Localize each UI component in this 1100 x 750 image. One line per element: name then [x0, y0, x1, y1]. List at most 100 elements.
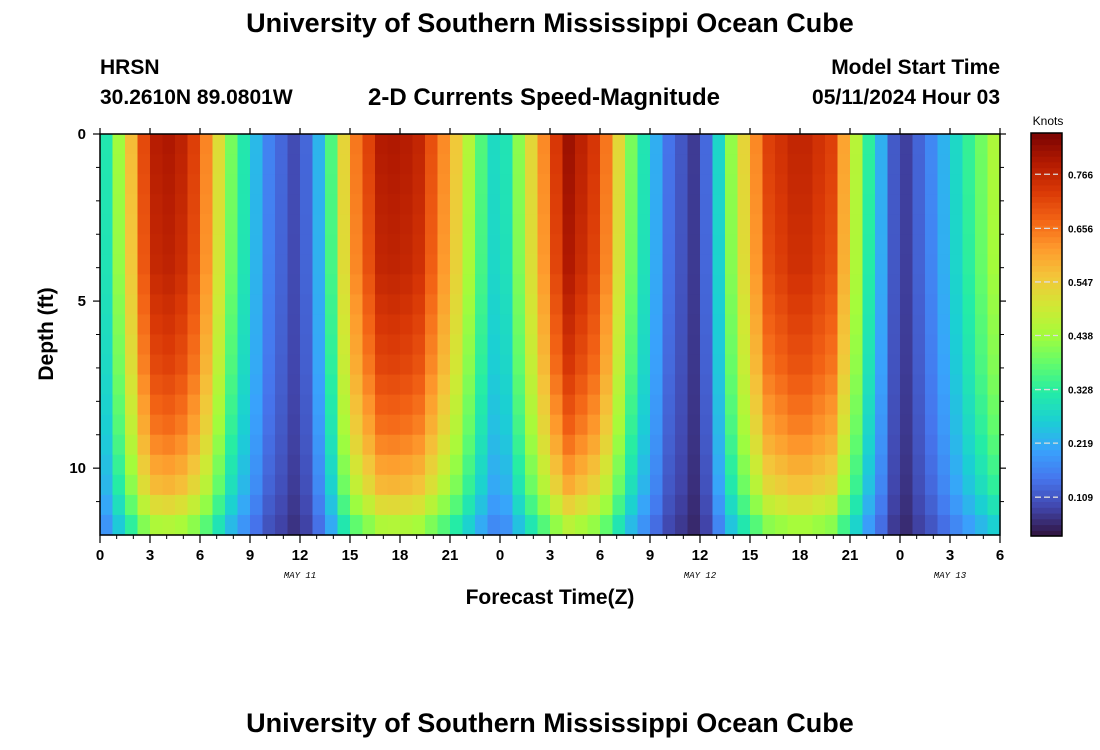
heatmap-cell — [400, 474, 414, 496]
heatmap-cell — [937, 434, 951, 456]
x-tick-label: 0 — [96, 547, 104, 564]
colorbar-tick-label: 0.656 — [1068, 224, 1093, 235]
heatmap-cell — [125, 234, 139, 255]
heatmap-cell — [375, 354, 389, 376]
heatmap-cell — [675, 334, 689, 356]
heatmap-cell — [612, 434, 626, 456]
heatmap-cell — [462, 214, 476, 235]
heatmap-cell — [775, 314, 789, 336]
heatmap-cell — [987, 334, 1001, 356]
colorbar-segment — [1031, 530, 1062, 537]
heatmap-cell — [650, 154, 664, 175]
heatmap-cell — [825, 394, 839, 416]
heatmap-cell — [187, 474, 201, 496]
heatmap-cell — [825, 414, 839, 436]
heatmap-cell — [500, 314, 514, 336]
heatmap-cell — [200, 274, 214, 295]
heatmap-cell — [137, 474, 151, 496]
heatmap-cells — [100, 134, 1001, 536]
heatmap-cell — [350, 354, 364, 376]
heatmap-cell — [637, 174, 651, 195]
colorbar-segment — [1031, 409, 1062, 416]
heatmap-cell — [412, 434, 426, 456]
heatmap-cell — [387, 414, 401, 436]
heatmap-cell — [662, 334, 676, 356]
heatmap-cell — [775, 434, 789, 456]
heatmap-cell — [800, 514, 814, 536]
heatmap-cell — [900, 254, 914, 275]
heatmap-cell — [912, 214, 926, 235]
heatmap-cell — [187, 274, 201, 295]
heatmap-cell — [812, 514, 826, 536]
x-tick-label: 3 — [946, 547, 954, 564]
heatmap-cell — [212, 354, 226, 376]
heatmap-cell — [875, 414, 889, 436]
heatmap-cell — [787, 334, 801, 356]
colorbar-segment — [1031, 288, 1062, 295]
heatmap-cell — [762, 294, 776, 316]
heatmap-cell — [325, 514, 339, 536]
heatmap-cell — [225, 234, 239, 255]
heatmap-cell — [112, 274, 126, 295]
heatmap-cell — [112, 254, 126, 275]
heatmap-cell — [900, 394, 914, 416]
heatmap-cell — [325, 174, 339, 195]
heatmap-cell — [950, 154, 964, 175]
heatmap-cell — [862, 234, 876, 255]
heatmap-cell — [212, 294, 226, 316]
heatmap-cell — [675, 394, 689, 416]
heatmap-cell — [100, 414, 114, 436]
heatmap-cell — [962, 334, 976, 356]
heatmap-cell — [450, 374, 464, 396]
heatmap-cell — [487, 214, 501, 235]
heatmap-cell — [112, 474, 126, 496]
heatmap-cell — [825, 134, 839, 155]
heatmap-cell — [775, 474, 789, 496]
heatmap-cell — [537, 174, 551, 195]
heatmap-cell — [362, 454, 376, 476]
heatmap-cell — [700, 314, 714, 336]
heatmap-cell — [350, 374, 364, 396]
heatmap-cell — [200, 434, 214, 456]
heatmap-cell — [612, 134, 626, 155]
heatmap-cell — [112, 334, 126, 356]
heatmap-cell — [337, 214, 351, 235]
heatmap-cell — [212, 314, 226, 336]
heatmap-cell — [575, 314, 589, 336]
colorbar-segment — [1031, 328, 1062, 336]
y-axis-label: Depth (ft) — [35, 287, 58, 380]
x-tick-label: 3 — [546, 547, 554, 564]
heatmap-cell — [262, 214, 276, 235]
heatmap-cell — [950, 414, 964, 436]
heatmap-cell — [462, 394, 476, 416]
heatmap-cell — [550, 434, 564, 456]
heatmap-cell — [200, 334, 214, 356]
heatmap-cell — [475, 494, 489, 516]
heatmap-cell — [812, 374, 826, 396]
heatmap-cell — [550, 174, 564, 195]
heatmap-cell — [250, 154, 264, 175]
heatmap-cell — [425, 194, 439, 215]
heatmap-cell — [750, 274, 764, 295]
heatmap-cell — [800, 454, 814, 476]
heatmap-cell — [250, 294, 264, 316]
heatmap-cell — [687, 514, 701, 536]
heatmap-cell — [850, 254, 864, 275]
heatmap-cell — [962, 354, 976, 376]
colorbar-segment — [1031, 340, 1062, 347]
colorbar-segment — [1031, 501, 1062, 508]
heatmap-cell — [600, 234, 614, 255]
heatmap-cell — [900, 454, 914, 476]
heatmap-cell — [312, 454, 326, 476]
heatmap-cell — [262, 514, 276, 536]
heatmap-cell — [512, 194, 526, 215]
heatmap-cell — [587, 374, 601, 396]
heatmap-cell — [187, 334, 201, 356]
heatmap-cell — [200, 134, 214, 155]
heatmap-cell — [787, 154, 801, 175]
heatmap-cell — [700, 294, 714, 316]
heatmap-cell — [962, 394, 976, 416]
heatmap-cell — [837, 174, 851, 195]
heatmap-cell — [512, 314, 526, 336]
heatmap-cell — [912, 234, 926, 255]
